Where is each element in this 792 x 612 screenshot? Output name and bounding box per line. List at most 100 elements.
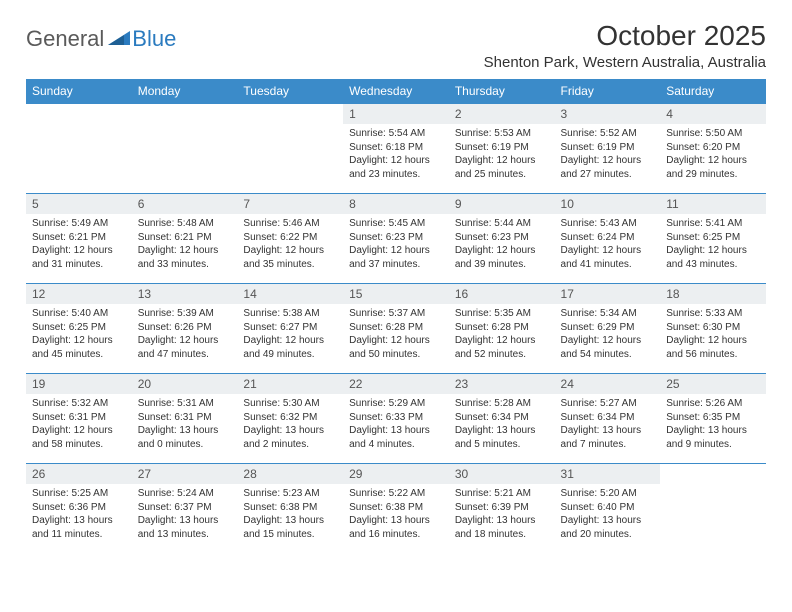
calendar-body: 1Sunrise: 5:54 AMSunset: 6:18 PMDaylight… — [26, 104, 766, 554]
day-cell: 5Sunrise: 5:49 AMSunset: 6:21 PMDaylight… — [26, 194, 132, 284]
logo-text-general: General — [26, 26, 104, 52]
day-number: 28 — [237, 464, 343, 484]
day-number: 13 — [132, 284, 238, 304]
day-details: Sunrise: 5:46 AMSunset: 6:22 PMDaylight:… — [237, 214, 343, 277]
day-number: 14 — [237, 284, 343, 304]
day-number: 23 — [449, 374, 555, 394]
day-cell: 20Sunrise: 5:31 AMSunset: 6:31 PMDayligh… — [132, 374, 238, 464]
day-details: Sunrise: 5:20 AMSunset: 6:40 PMDaylight:… — [555, 484, 661, 547]
day-number: 27 — [132, 464, 238, 484]
day-details: Sunrise: 5:24 AMSunset: 6:37 PMDaylight:… — [132, 484, 238, 547]
day-cell: 25Sunrise: 5:26 AMSunset: 6:35 PMDayligh… — [660, 374, 766, 464]
table-row: 5Sunrise: 5:49 AMSunset: 6:21 PMDaylight… — [26, 194, 766, 284]
day-cell: 11Sunrise: 5:41 AMSunset: 6:25 PMDayligh… — [660, 194, 766, 284]
day-cell: 18Sunrise: 5:33 AMSunset: 6:30 PMDayligh… — [660, 284, 766, 374]
table-row: 19Sunrise: 5:32 AMSunset: 6:31 PMDayligh… — [26, 374, 766, 464]
day-number: 25 — [660, 374, 766, 394]
day-cell — [660, 464, 766, 554]
day-details: Sunrise: 5:52 AMSunset: 6:19 PMDaylight:… — [555, 124, 661, 187]
day-header: Wednesday — [343, 79, 449, 104]
day-cell: 1Sunrise: 5:54 AMSunset: 6:18 PMDaylight… — [343, 104, 449, 194]
day-header-row: Sunday Monday Tuesday Wednesday Thursday… — [26, 79, 766, 104]
day-cell: 31Sunrise: 5:20 AMSunset: 6:40 PMDayligh… — [555, 464, 661, 554]
day-cell: 26Sunrise: 5:25 AMSunset: 6:36 PMDayligh… — [26, 464, 132, 554]
day-cell — [237, 104, 343, 194]
day-details: Sunrise: 5:28 AMSunset: 6:34 PMDaylight:… — [449, 394, 555, 457]
day-number: 21 — [237, 374, 343, 394]
day-details: Sunrise: 5:53 AMSunset: 6:19 PMDaylight:… — [449, 124, 555, 187]
page-title: October 2025 — [484, 20, 766, 52]
day-cell: 22Sunrise: 5:29 AMSunset: 6:33 PMDayligh… — [343, 374, 449, 464]
logo: General Blue — [26, 26, 176, 52]
day-number: 10 — [555, 194, 661, 214]
day-number: 8 — [343, 194, 449, 214]
day-details: Sunrise: 5:48 AMSunset: 6:21 PMDaylight:… — [132, 214, 238, 277]
day-details: Sunrise: 5:29 AMSunset: 6:33 PMDaylight:… — [343, 394, 449, 457]
day-cell: 8Sunrise: 5:45 AMSunset: 6:23 PMDaylight… — [343, 194, 449, 284]
day-details: Sunrise: 5:35 AMSunset: 6:28 PMDaylight:… — [449, 304, 555, 367]
day-details: Sunrise: 5:23 AMSunset: 6:38 PMDaylight:… — [237, 484, 343, 547]
day-details: Sunrise: 5:50 AMSunset: 6:20 PMDaylight:… — [660, 124, 766, 187]
day-number: 1 — [343, 104, 449, 124]
day-header: Saturday — [660, 79, 766, 104]
day-number: 12 — [26, 284, 132, 304]
day-cell: 2Sunrise: 5:53 AMSunset: 6:19 PMDaylight… — [449, 104, 555, 194]
day-details: Sunrise: 5:33 AMSunset: 6:30 PMDaylight:… — [660, 304, 766, 367]
day-cell: 12Sunrise: 5:40 AMSunset: 6:25 PMDayligh… — [26, 284, 132, 374]
day-cell: 7Sunrise: 5:46 AMSunset: 6:22 PMDaylight… — [237, 194, 343, 284]
day-number: 31 — [555, 464, 661, 484]
day-cell: 16Sunrise: 5:35 AMSunset: 6:28 PMDayligh… — [449, 284, 555, 374]
day-number: 6 — [132, 194, 238, 214]
logo-triangle-icon — [108, 29, 130, 48]
day-cell: 6Sunrise: 5:48 AMSunset: 6:21 PMDaylight… — [132, 194, 238, 284]
logo-text-blue: Blue — [132, 26, 176, 52]
day-details: Sunrise: 5:27 AMSunset: 6:34 PMDaylight:… — [555, 394, 661, 457]
day-header: Tuesday — [237, 79, 343, 104]
day-cell: 23Sunrise: 5:28 AMSunset: 6:34 PMDayligh… — [449, 374, 555, 464]
day-number: 26 — [26, 464, 132, 484]
day-cell: 28Sunrise: 5:23 AMSunset: 6:38 PMDayligh… — [237, 464, 343, 554]
day-number: 7 — [237, 194, 343, 214]
header: General Blue October 2025 Shenton Park, … — [26, 20, 766, 71]
day-details: Sunrise: 5:26 AMSunset: 6:35 PMDaylight:… — [660, 394, 766, 457]
day-cell: 9Sunrise: 5:44 AMSunset: 6:23 PMDaylight… — [449, 194, 555, 284]
day-number: 16 — [449, 284, 555, 304]
day-details: Sunrise: 5:40 AMSunset: 6:25 PMDaylight:… — [26, 304, 132, 367]
day-number: 11 — [660, 194, 766, 214]
day-cell: 21Sunrise: 5:30 AMSunset: 6:32 PMDayligh… — [237, 374, 343, 464]
day-header: Thursday — [449, 79, 555, 104]
day-details: Sunrise: 5:41 AMSunset: 6:25 PMDaylight:… — [660, 214, 766, 277]
day-number: 5 — [26, 194, 132, 214]
day-cell: 24Sunrise: 5:27 AMSunset: 6:34 PMDayligh… — [555, 374, 661, 464]
day-details: Sunrise: 5:22 AMSunset: 6:38 PMDaylight:… — [343, 484, 449, 547]
day-number: 20 — [132, 374, 238, 394]
day-number: 4 — [660, 104, 766, 124]
day-cell: 30Sunrise: 5:21 AMSunset: 6:39 PMDayligh… — [449, 464, 555, 554]
day-number: 2 — [449, 104, 555, 124]
day-cell: 27Sunrise: 5:24 AMSunset: 6:37 PMDayligh… — [132, 464, 238, 554]
day-details: Sunrise: 5:43 AMSunset: 6:24 PMDaylight:… — [555, 214, 661, 277]
day-details: Sunrise: 5:30 AMSunset: 6:32 PMDaylight:… — [237, 394, 343, 457]
table-row: 26Sunrise: 5:25 AMSunset: 6:36 PMDayligh… — [26, 464, 766, 554]
day-details: Sunrise: 5:32 AMSunset: 6:31 PMDaylight:… — [26, 394, 132, 457]
day-details: Sunrise: 5:31 AMSunset: 6:31 PMDaylight:… — [132, 394, 238, 457]
day-details: Sunrise: 5:45 AMSunset: 6:23 PMDaylight:… — [343, 214, 449, 277]
day-number: 29 — [343, 464, 449, 484]
table-row: 1Sunrise: 5:54 AMSunset: 6:18 PMDaylight… — [26, 104, 766, 194]
day-cell: 14Sunrise: 5:38 AMSunset: 6:27 PMDayligh… — [237, 284, 343, 374]
day-number: 17 — [555, 284, 661, 304]
day-number: 18 — [660, 284, 766, 304]
day-details: Sunrise: 5:25 AMSunset: 6:36 PMDaylight:… — [26, 484, 132, 547]
day-details: Sunrise: 5:54 AMSunset: 6:18 PMDaylight:… — [343, 124, 449, 187]
day-number: 15 — [343, 284, 449, 304]
day-details: Sunrise: 5:37 AMSunset: 6:28 PMDaylight:… — [343, 304, 449, 367]
day-cell: 17Sunrise: 5:34 AMSunset: 6:29 PMDayligh… — [555, 284, 661, 374]
day-cell: 15Sunrise: 5:37 AMSunset: 6:28 PMDayligh… — [343, 284, 449, 374]
day-number: 19 — [26, 374, 132, 394]
day-details: Sunrise: 5:38 AMSunset: 6:27 PMDaylight:… — [237, 304, 343, 367]
title-block: October 2025 Shenton Park, Western Austr… — [484, 20, 766, 71]
day-cell: 3Sunrise: 5:52 AMSunset: 6:19 PMDaylight… — [555, 104, 661, 194]
day-header: Sunday — [26, 79, 132, 104]
day-number: 30 — [449, 464, 555, 484]
table-row: 12Sunrise: 5:40 AMSunset: 6:25 PMDayligh… — [26, 284, 766, 374]
